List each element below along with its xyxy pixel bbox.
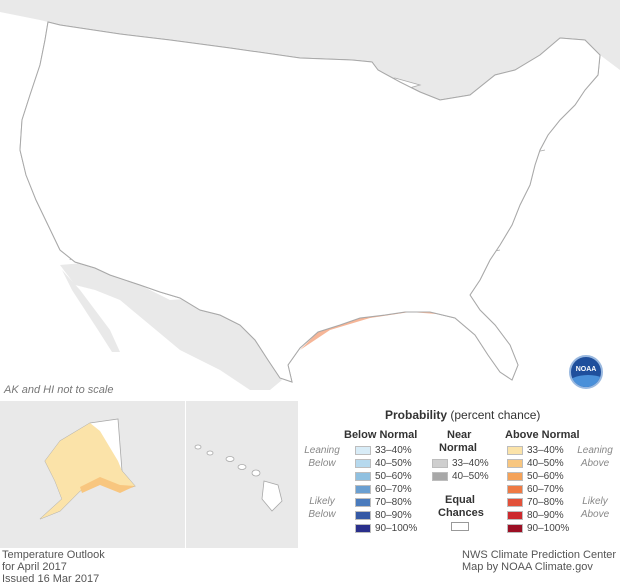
likely-below-word1: Likely	[309, 496, 335, 507]
alaska-inset	[0, 401, 185, 548]
below-normal-range-label: 90–100%	[375, 523, 418, 534]
near-normal-header-2: Normal	[439, 442, 477, 454]
below-normal-range-label: 80–90%	[375, 510, 412, 521]
below-normal-swatch	[355, 498, 371, 507]
near-normal-header-1: Near	[447, 429, 472, 441]
below-normal-range-label: 33–40%	[375, 445, 412, 456]
below-normal-swatch	[355, 485, 371, 494]
hawaii-islands	[194, 444, 283, 512]
below-normal-swatch	[355, 446, 371, 455]
alaska-lean-above	[40, 423, 135, 519]
above-normal-swatch	[507, 485, 523, 494]
leaning-above-word2: Above	[580, 458, 610, 469]
near-normal-range-label: 40–50%	[452, 471, 489, 482]
above-normal-swatch	[507, 511, 523, 520]
likely-below-label: Likely Below	[299, 495, 345, 521]
likely-above-label: Likely Above	[572, 495, 618, 521]
above-normal-range-label: 60–70%	[527, 484, 564, 495]
footer-right: NWS Climate Prediction Center Map by NOA…	[462, 549, 616, 573]
below-normal-swatch	[355, 472, 371, 481]
outlook-period: for April 2017	[2, 561, 67, 573]
canada-landmass	[0, 0, 620, 100]
leaning-above-word1: Leaning	[577, 445, 613, 456]
hawaii-inset	[186, 401, 298, 548]
above-normal-range-label: 90–100%	[527, 523, 570, 534]
hawaii-map	[194, 444, 283, 512]
above-normal-range-label: 40–50%	[527, 458, 564, 469]
likely-above-word2: Above	[580, 509, 610, 520]
above-normal-range-label: 50–60%	[527, 471, 564, 482]
noaa-logo-text: NOAA	[575, 366, 597, 373]
above-normal-swatch	[507, 459, 523, 468]
equal-chances-label-1: Equal	[445, 494, 475, 506]
below-normal-range-label: 50–60%	[375, 471, 412, 482]
issued-date: Issued 16 Mar 2017	[2, 573, 100, 585]
leaning-below-word2: Below	[308, 458, 336, 469]
above-normal-swatch	[507, 498, 523, 507]
alaska-above-40-50	[80, 477, 135, 493]
below-normal-swatch	[355, 459, 371, 468]
below-normal-range-label: 60–70%	[375, 484, 412, 495]
outlook-title: Temperature Outlook	[2, 549, 105, 561]
below-normal-range-label: 40–50%	[375, 458, 412, 469]
legend-title: Probability (percent chance)	[385, 408, 540, 422]
baja-peninsula	[62, 270, 120, 352]
leaning-above-label: Leaning Above	[572, 444, 618, 470]
equal-chances-swatch	[451, 522, 469, 531]
above-normal-header: Above Normal	[505, 429, 580, 441]
leaning-below-word1: Leaning	[304, 445, 340, 456]
noaa-logo: NOAA	[569, 355, 603, 389]
above-normal-swatch	[507, 524, 523, 533]
likely-below-word2: Below	[308, 509, 336, 520]
above-normal-swatch	[507, 446, 523, 455]
below-normal-range-label: 70–80%	[375, 497, 412, 508]
likely-above-word1: Likely	[582, 496, 608, 507]
near-normal-range-label: 33–40%	[452, 458, 489, 469]
below-normal-swatch	[355, 511, 371, 520]
above-normal-range-label: 33–40%	[527, 445, 564, 456]
credit-climate-gov: Map by NOAA Climate.gov	[462, 561, 593, 573]
mexico-landmass	[60, 262, 282, 390]
near-normal-swatch	[432, 472, 448, 481]
credit-cpc: NWS Climate Prediction Center	[462, 549, 617, 561]
near-normal-swatch	[432, 459, 448, 468]
above-normal-range-label: 70–80%	[527, 497, 564, 508]
above-normal-range-label: 80–90%	[527, 510, 564, 521]
footer-left: Temperature Outlook for April 2017 Issue…	[2, 549, 105, 585]
scale-note: AK and HI not to scale	[4, 384, 114, 396]
below-normal-header: Below Normal	[344, 429, 418, 441]
alaska-map	[39, 418, 136, 520]
legend-title-bold: Probability	[385, 408, 448, 422]
noaa-logo-wave	[571, 375, 601, 387]
legend: Probability (percent chance) Below Norma…	[299, 401, 620, 548]
below-normal-swatch	[355, 524, 371, 533]
above-normal-swatch	[507, 472, 523, 481]
legend-title-rest: (percent chance)	[450, 408, 541, 422]
leaning-below-label: Leaning Below	[299, 444, 345, 470]
equal-chances-label-2: Chances	[438, 507, 484, 519]
